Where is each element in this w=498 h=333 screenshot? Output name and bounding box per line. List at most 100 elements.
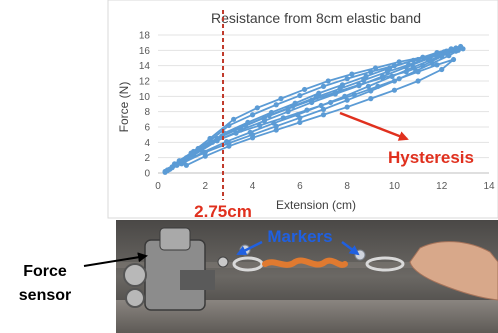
data-point	[278, 96, 284, 102]
hysteresis-arrow	[339, 111, 409, 141]
data-point	[339, 82, 346, 88]
x-tick-label: 8	[344, 181, 350, 192]
data-point	[242, 122, 249, 129]
y-tick-labels: 0 2 4 6 8 10 12 14 16 18	[139, 31, 151, 180]
data-point	[396, 59, 402, 65]
data-point	[209, 139, 215, 145]
x-axis-label: Extension (cm)	[276, 198, 356, 212]
data-point	[290, 103, 296, 109]
data-point	[361, 77, 367, 83]
markers-label: Markers	[267, 227, 332, 246]
data-point	[446, 53, 452, 59]
data-point	[249, 112, 256, 118]
data-point	[368, 69, 374, 75]
data-point	[183, 162, 189, 168]
markers-arrow-left	[236, 240, 263, 256]
reference-line-label: 2.75cm	[194, 202, 252, 221]
force-sensor-label-line2: sensor	[19, 287, 71, 304]
data-point	[439, 66, 445, 73]
data-point	[320, 112, 327, 118]
data-point	[450, 56, 457, 63]
y-tick-label: 0	[144, 169, 150, 180]
x-tick-label: 2	[203, 181, 209, 192]
data-point	[460, 46, 466, 52]
data-series	[162, 43, 466, 175]
series-line-4	[181, 58, 455, 167]
right-carabiner	[365, 256, 405, 272]
chart-title: Resistance from 8cm elastic band	[211, 10, 421, 26]
x-tick-label: 6	[297, 181, 303, 192]
hand	[409, 241, 498, 301]
x-tick-labels: 0 2 4 6 8 10 12 14	[155, 181, 495, 192]
data-point	[429, 60, 435, 66]
data-point	[349, 71, 355, 77]
data-point	[455, 47, 461, 53]
data-point	[372, 65, 379, 71]
data-point	[434, 62, 440, 68]
y-tick-label: 8	[144, 107, 150, 118]
data-point	[420, 54, 426, 60]
x-tick-label: 0	[155, 181, 161, 192]
data-point	[297, 119, 303, 125]
elastic-band	[262, 257, 348, 268]
data-point	[344, 76, 350, 82]
apparatus-photo	[116, 220, 498, 333]
data-point	[233, 130, 239, 136]
data-point	[202, 153, 208, 159]
data-point	[327, 99, 334, 106]
data-point	[415, 78, 421, 84]
markers-arrow-right	[341, 241, 360, 256]
data-point	[356, 82, 362, 88]
data-point	[320, 83, 327, 89]
data-point	[351, 92, 357, 98]
data-point	[365, 83, 372, 89]
data-point	[337, 86, 343, 92]
data-point	[249, 135, 256, 141]
y-tick-label: 6	[144, 123, 150, 134]
data-point	[410, 64, 416, 70]
data-point	[301, 86, 308, 93]
hysteresis-label: Hysteresis	[388, 148, 474, 167]
data-point	[391, 87, 398, 93]
data-point	[297, 92, 303, 99]
data-point	[169, 165, 175, 171]
data-point	[389, 73, 395, 79]
data-point	[375, 83, 381, 89]
y-tick-label: 10	[139, 92, 151, 103]
data-point	[304, 107, 310, 113]
data-point	[297, 115, 303, 121]
chart-frame	[107, 0, 498, 219]
data-point	[363, 73, 369, 79]
data-point	[207, 135, 213, 142]
y-tick-label: 16	[139, 46, 151, 57]
data-point	[325, 78, 331, 84]
data-point	[448, 46, 454, 52]
data-point	[344, 97, 350, 103]
data-point	[190, 150, 197, 156]
data-point	[280, 115, 286, 121]
series-line-3	[171, 49, 459, 169]
x-tick-label: 10	[389, 181, 401, 192]
y-tick-label: 2	[144, 153, 150, 164]
y-tick-label: 12	[139, 77, 151, 88]
grid	[158, 34, 489, 174]
x-tick-label: 4	[250, 181, 256, 192]
data-point	[384, 69, 390, 75]
data-point	[202, 149, 208, 155]
data-point	[320, 106, 327, 112]
y-tick-label: 18	[139, 31, 151, 42]
data-point	[257, 122, 263, 129]
data-point	[316, 90, 322, 96]
force-sensor-device	[123, 227, 229, 311]
force-sensor-label-line1: Force	[23, 263, 67, 280]
x-tick-label: 14	[483, 181, 495, 192]
data-point	[254, 105, 260, 111]
y-tick-label: 14	[139, 61, 151, 72]
y-axis-label: Force (N)	[117, 82, 131, 133]
data-point	[313, 94, 320, 100]
data-point	[396, 76, 402, 82]
data-point	[273, 123, 279, 129]
y-tick-label: 4	[144, 138, 150, 149]
data-point	[368, 96, 374, 102]
